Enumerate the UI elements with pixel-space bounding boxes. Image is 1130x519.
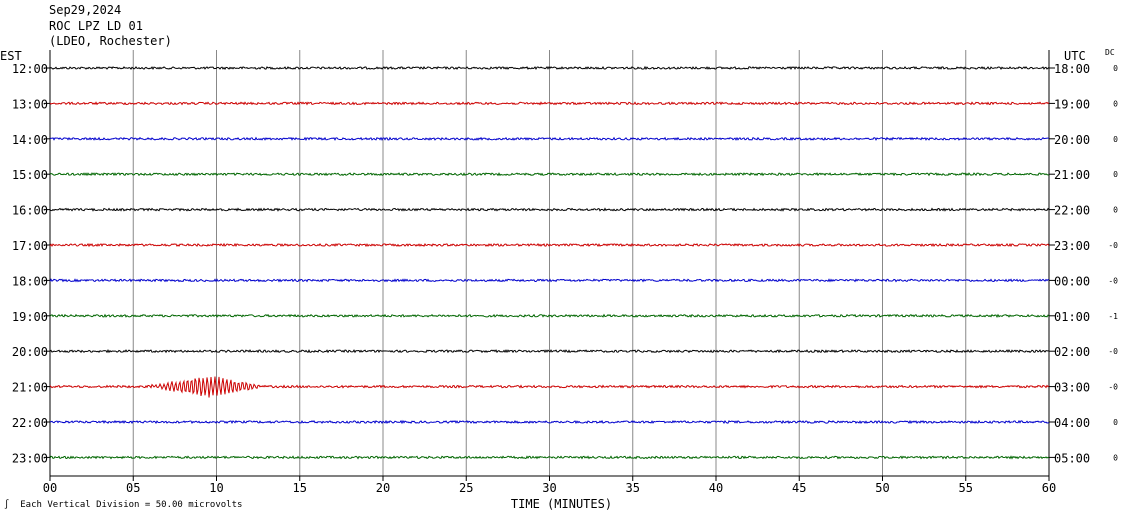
est-label-16:00: 16:00 (12, 204, 48, 218)
utc-label-03:00: 03:00 (1054, 381, 1090, 395)
scale-text: Each Vertical Division = 50.00 microvolt… (20, 500, 243, 510)
dc-value-0: 0 (1113, 64, 1118, 73)
utc-zone-label: UTC (1064, 49, 1086, 63)
trace-row-12:00 (49, 65, 1050, 71)
utc-label-05:00: 05:00 (1054, 451, 1090, 465)
station-label: ROC LPZ LD 01 (49, 19, 143, 33)
est-zone-label: EST (0, 49, 22, 63)
est-label-15:00: 15:00 (12, 168, 48, 182)
utc-label-20:00: 20:00 (1054, 133, 1090, 147)
x-tick-label-05: 05 (126, 481, 140, 495)
est-label-22:00: 22:00 (12, 416, 48, 430)
est-label-19:00: 19:00 (12, 310, 48, 324)
utc-label-02:00: 02:00 (1054, 345, 1090, 359)
x-tick-label-40: 40 (709, 481, 723, 495)
est-label-12:00: 12:00 (12, 62, 48, 76)
est-label-21:00: 21:00 (12, 381, 48, 395)
trace-row-20:00 (49, 348, 1050, 354)
network-label: (LDEO, Rochester) (49, 34, 172, 48)
trace-row-18:00 (49, 278, 1050, 283)
est-label-17:00: 17:00 (12, 239, 48, 253)
trace-row-22:00 (49, 419, 1050, 425)
date-label: Sep29,2024 (49, 3, 122, 17)
est-label-13:00: 13:00 (12, 97, 48, 111)
x-tick-label-35: 35 (626, 481, 640, 495)
x-tick-label-25: 25 (459, 481, 473, 495)
trace-row-13:00 (49, 101, 1050, 106)
scale-icon: ∫ (4, 500, 10, 510)
utc-label-04:00: 04:00 (1054, 416, 1090, 430)
x-tick-label-50: 50 (875, 481, 889, 495)
dc-value-7: -1 (1108, 312, 1118, 321)
utc-label-22:00: 22:00 (1054, 204, 1090, 218)
dc-value-1: 0 (1113, 99, 1118, 108)
est-label-14:00: 14:00 (12, 133, 48, 147)
trace-row-14:00 (49, 136, 1050, 141)
dc-value-2: 0 (1113, 135, 1118, 144)
x-tick-label-45: 45 (792, 481, 806, 495)
trace-row-16:00 (49, 207, 1050, 212)
est-label-20:00: 20:00 (12, 345, 48, 359)
est-label-23:00: 23:00 (12, 451, 48, 465)
utc-label-18:00: 18:00 (1054, 62, 1090, 76)
scale-note: ∫ Each Vertical Division = 50.00 microvo… (4, 500, 242, 510)
dc-value-9: -0 (1108, 383, 1118, 392)
utc-label-21:00: 21:00 (1054, 168, 1090, 182)
dc-value-5: -0 (1108, 241, 1118, 250)
trace-row-21:00 (49, 376, 1050, 398)
x-axis-label: TIME (MINUTES) (511, 497, 612, 511)
dc-value-3: 0 (1113, 170, 1118, 179)
dc-value-11: 0 (1113, 453, 1118, 462)
utc-label-00:00: 00:00 (1054, 274, 1090, 288)
x-tick-label-20: 20 (376, 481, 390, 495)
x-tick-label-60: 60 (1042, 481, 1056, 495)
dc-value-8: -0 (1108, 347, 1118, 356)
trace-row-23:00 (49, 455, 1050, 460)
trace-row-15:00 (49, 172, 1050, 177)
dc-label: DC (1105, 48, 1115, 57)
x-tick-label-55: 55 (959, 481, 973, 495)
utc-label-19:00: 19:00 (1054, 97, 1090, 111)
est-label-18:00: 18:00 (12, 274, 48, 288)
x-tick-label-10: 10 (209, 481, 223, 495)
utc-label-01:00: 01:00 (1054, 310, 1090, 324)
x-tick-label-15: 15 (293, 481, 307, 495)
trace-row-17:00 (49, 242, 1050, 248)
dc-value-4: 0 (1113, 206, 1118, 215)
trace-row-19:00 (49, 313, 1050, 319)
dc-value-6: -0 (1108, 276, 1118, 285)
utc-label-23:00: 23:00 (1054, 239, 1090, 253)
x-tick-label-00: 00 (43, 481, 57, 495)
dc-value-10: 0 (1113, 418, 1118, 427)
x-tick-label-30: 30 (542, 481, 556, 495)
